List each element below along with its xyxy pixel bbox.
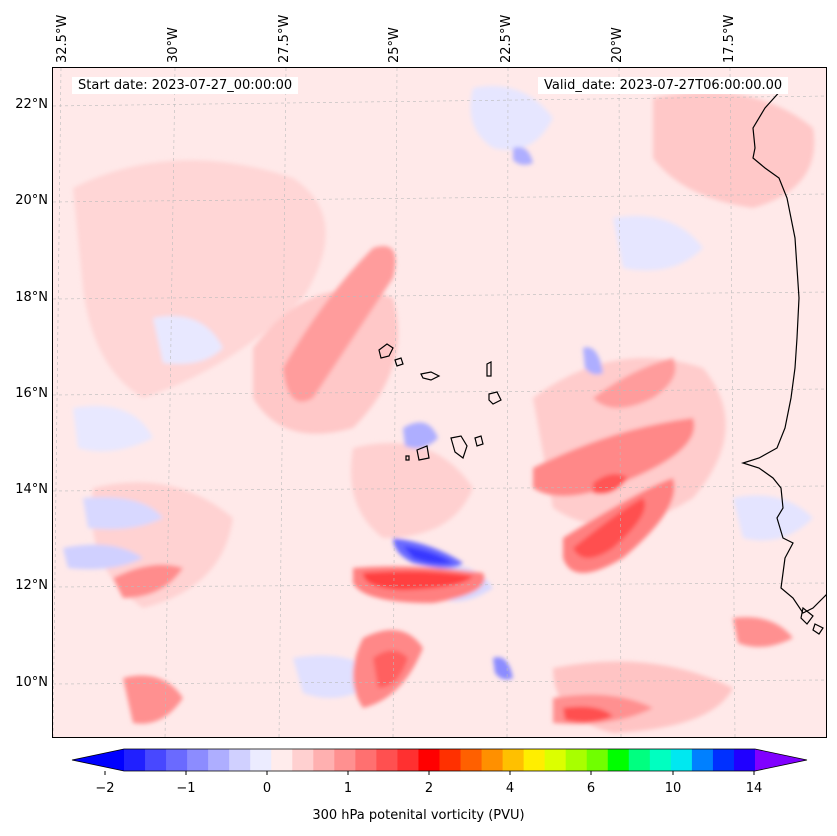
colorbar-cell — [523, 749, 546, 771]
colorbar-cell — [712, 749, 735, 771]
pv-contours — [63, 86, 815, 733]
colorbar-cell — [733, 749, 756, 771]
colorbar-cell — [166, 749, 188, 771]
colorbar-cell — [187, 749, 209, 771]
colorbar-tick: 2 — [424, 781, 434, 796]
start-date-label: Start date: 2023-07-27_00:00:00 — [72, 77, 299, 94]
colorbar-cell — [439, 749, 462, 771]
colorbar-cell — [271, 749, 293, 771]
colorbar-tick: 6 — [586, 781, 596, 796]
colorbar-cell — [460, 749, 483, 771]
colorbar-extend-min — [72, 749, 124, 771]
lat-label: 20°N — [15, 193, 48, 208]
lat-label: 18°N — [15, 290, 48, 305]
colorbar-cell — [670, 749, 693, 771]
valid-date-label: Valid_date: 2023-07-27T06:00:00.00 — [538, 77, 789, 94]
lat-label: 10°N — [15, 675, 48, 690]
colorbar-cell — [397, 749, 419, 771]
colorbar-tick: −2 — [95, 781, 115, 796]
colorbar-cell — [292, 749, 314, 771]
colorbar-cell — [334, 749, 356, 771]
colorbar-cell — [502, 749, 525, 771]
colorbar-cell — [649, 749, 672, 771]
colorbar-tick: −1 — [176, 781, 196, 796]
colorbar-tick: 10 — [664, 781, 682, 796]
lon-label: 17.5°W — [722, 14, 737, 63]
lat-label: 14°N — [15, 482, 48, 497]
colorbar-cell — [691, 749, 714, 771]
graticule — [53, 68, 826, 737]
lon-label: 30°W — [166, 27, 181, 63]
lon-label: 32.5°W — [55, 14, 70, 63]
colorbar-tick: 1 — [343, 781, 353, 796]
colorbar-tick: 4 — [505, 781, 515, 796]
colorbar-cell — [376, 749, 398, 771]
pv-field — [53, 68, 826, 737]
colorbar-cell — [208, 749, 230, 771]
colorbar-extend-max — [755, 749, 807, 771]
colorbar-cell — [418, 749, 440, 771]
colorbar-cell — [124, 749, 146, 771]
lon-label: 25°W — [387, 27, 402, 63]
coastlines — [378, 87, 826, 635]
colorbar-tick: 0 — [262, 781, 272, 796]
colorbar-cells — [71, 748, 808, 775]
colorbar-tick: 14 — [745, 781, 763, 796]
lat-label: 22°N — [15, 97, 48, 112]
colorbar-cell — [565, 749, 588, 771]
colorbar-cell — [481, 749, 504, 771]
lon-label: 22.5°W — [499, 14, 514, 63]
colorbar-cell — [628, 749, 651, 771]
lat-label: 16°N — [15, 386, 48, 401]
colorbar-cell — [145, 749, 167, 771]
colorbar-cell — [250, 749, 272, 771]
colorbar-cell — [313, 749, 335, 771]
lat-label: 12°N — [15, 578, 48, 593]
colorbar-cell — [607, 749, 630, 771]
colorbar-cell — [229, 749, 251, 771]
colorbar-label: 300 hPa potenital vorticity (PVU) — [312, 808, 525, 823]
lon-label: 27.5°W — [277, 14, 292, 63]
colorbar-outline — [71, 748, 808, 772]
lon-label: 20°W — [610, 27, 625, 63]
colorbar-cell — [355, 749, 377, 771]
colorbar-cell — [586, 749, 609, 771]
colorbar-cell — [544, 749, 567, 771]
map-panel[interactable] — [52, 67, 827, 738]
